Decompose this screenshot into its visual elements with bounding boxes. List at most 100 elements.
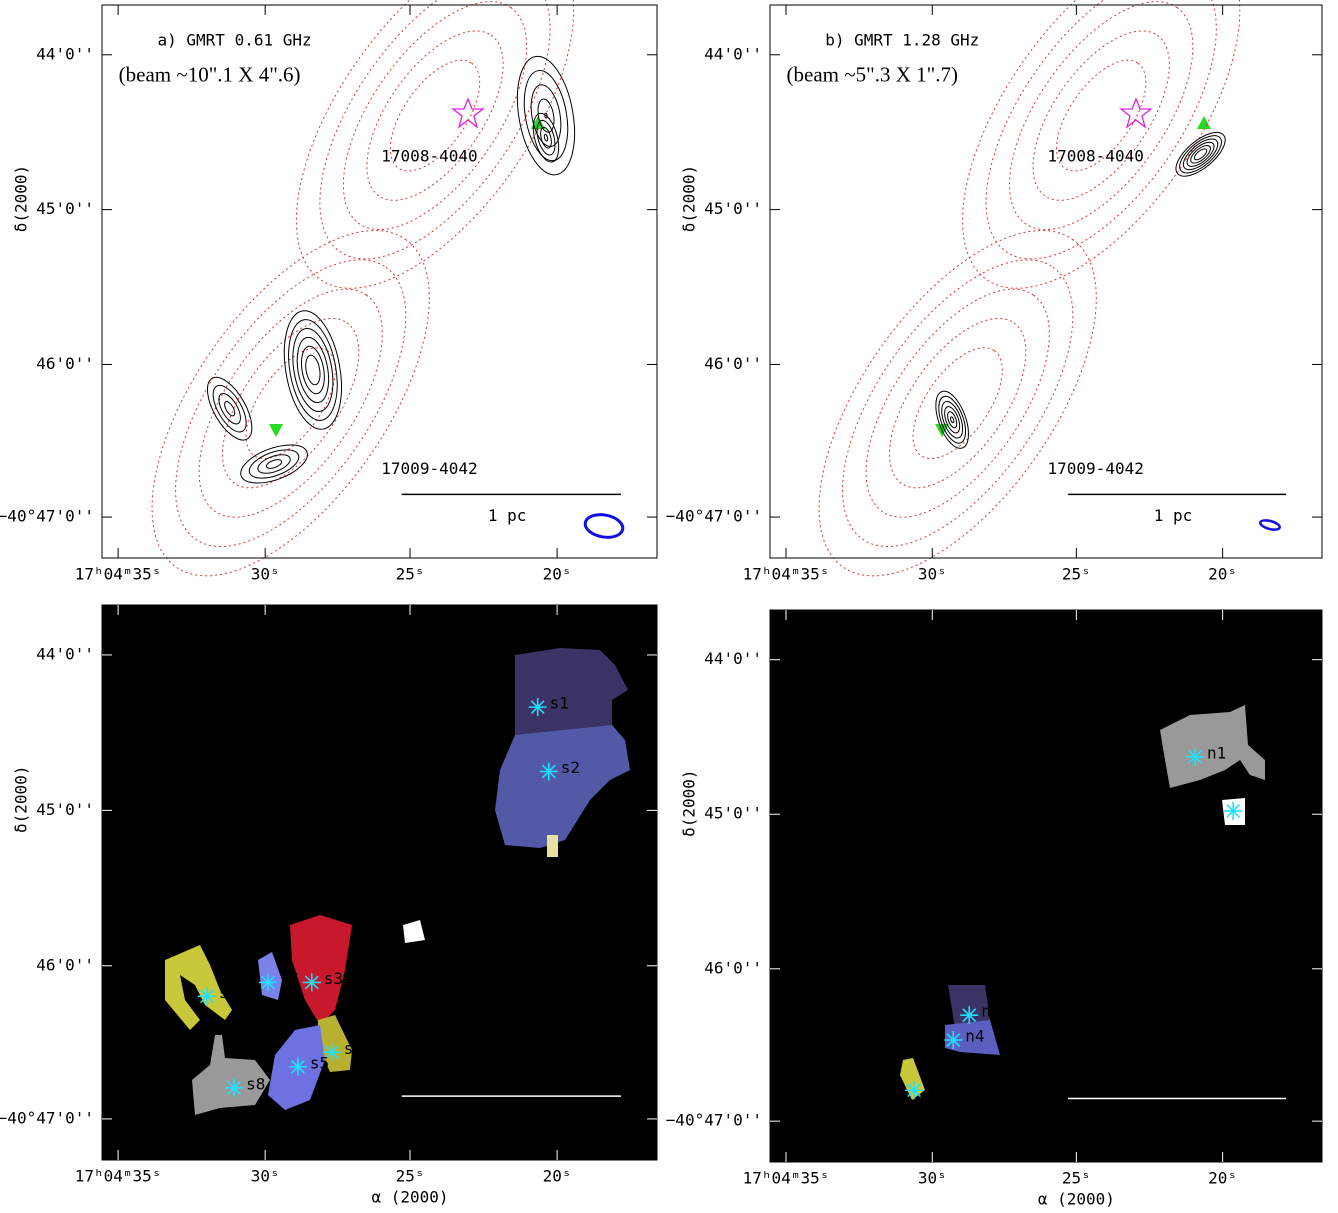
y-tick-label: 46'0''	[704, 958, 762, 977]
y-axis-label: δ(2000)	[12, 766, 31, 833]
clump-peak	[225, 1078, 244, 1097]
y-tick-label: 46'0''	[36, 354, 94, 373]
y-tick-label: 45'0''	[704, 804, 762, 823]
asterisk-stroke	[290, 1059, 305, 1074]
x-tick-label: 17ʰ04ᵐ35ˢ	[75, 1167, 162, 1186]
panel-label: c) GMRT 0.61 GHz	[158, 631, 312, 650]
radio-contour	[265, 459, 283, 469]
dust-contour	[1009, 1, 1194, 231]
asterisk-stroke	[541, 764, 556, 779]
clump-peak	[322, 1043, 341, 1062]
clump-label: s4	[344, 1039, 363, 1058]
y-tick-label: 45'0''	[36, 800, 94, 819]
source-name: 17009-4042	[381, 459, 477, 478]
y-tick-label: 46'0''	[704, 354, 762, 373]
x-tick-label: 30ˢ	[251, 565, 280, 584]
source-name: 17008-4040	[381, 147, 477, 166]
radio-contour	[544, 112, 548, 119]
radio-contour	[292, 327, 334, 412]
dust-contour	[889, 317, 1027, 489]
x-tick-label: 25ˢ	[396, 565, 425, 584]
radio-contour	[938, 395, 967, 444]
radio-contour	[1193, 148, 1208, 161]
dust-contour	[389, 59, 481, 172]
dust-contour	[962, 0, 1241, 289]
x-tick-label: 30ˢ	[918, 1169, 947, 1188]
y-tick-label: −40°47'0''	[0, 1108, 94, 1127]
beam-note: (beam ~5".3 X 1".7)	[787, 63, 958, 87]
clump-label: s2	[561, 758, 580, 777]
radio-contour	[296, 336, 330, 404]
radio-contour	[1182, 138, 1219, 171]
y-tick-label: −40°47'0''	[0, 507, 94, 526]
x-tick-label: 20ˢ	[543, 565, 572, 584]
dust-contour	[865, 288, 1050, 518]
panel-frame	[101, 604, 658, 1161]
x-axis-label: α (2000)	[371, 1188, 448, 1207]
x-tick-label: 25ˢ	[1062, 565, 1091, 584]
dust-contour	[151, 230, 430, 577]
clump-label: n2	[1245, 797, 1264, 816]
panel-frame	[769, 4, 1323, 559]
dust-contour	[842, 259, 1074, 547]
asterisk-stroke	[530, 700, 545, 715]
clump-peak	[288, 1057, 307, 1076]
dust-contour	[985, 0, 1217, 260]
clump-peak	[258, 973, 277, 992]
clump-label: s7	[219, 983, 238, 1002]
dust-contour	[342, 1, 528, 231]
radio-contour	[516, 55, 576, 176]
y-axis-label: δ(2000)	[680, 165, 699, 232]
x-tick-label: 20ˢ	[543, 1167, 572, 1186]
panel-frame	[769, 609, 1323, 1163]
radio-contour	[944, 406, 961, 434]
asterisk-stroke	[962, 1008, 977, 1023]
y-axis-label: δ(2000)	[12, 165, 31, 232]
asterisk-stroke	[1188, 749, 1202, 764]
source-name: 17008-4040	[1048, 147, 1144, 166]
radio-contour	[935, 390, 969, 449]
source-name: 17009-4042	[381, 1061, 477, 1080]
radio-contour	[248, 449, 300, 479]
source-name: 17008-4040	[381, 747, 477, 766]
x-tick-label: 30ˢ	[251, 1167, 280, 1186]
contours	[151, 0, 576, 577]
x-tick-label: 20ˢ	[1208, 1169, 1237, 1188]
x-tick-label: 17ʰ04ᵐ35ˢ	[743, 565, 830, 584]
radio-contour	[257, 454, 291, 474]
x-tick-label: 25ˢ	[1062, 1169, 1091, 1188]
x-tick-label: 17ʰ04ᵐ35ˢ	[743, 1169, 830, 1188]
radio-contour	[543, 133, 549, 142]
panel-d-background	[770, 610, 1322, 1162]
x-tick-label: 30ˢ	[918, 565, 947, 584]
y-tick-label: −40°47'0''	[666, 507, 762, 526]
clump-peak	[197, 987, 216, 1006]
scale-label: 1 pc	[488, 506, 527, 525]
clump-label: s3	[324, 969, 343, 988]
dust-contour	[912, 347, 1003, 460]
radio-contour	[1175, 131, 1226, 177]
radio-contour	[1186, 141, 1215, 167]
source-name: 17009-4042	[1048, 459, 1144, 478]
panel-label: b) GMRT 1.28 GHz	[825, 30, 979, 49]
beam-note: (beam ~10".1 X 4".6)	[119, 63, 301, 87]
panel-label: a) GMRT 0.61 GHz	[158, 30, 312, 49]
asterisk-stroke	[304, 975, 319, 990]
y-tick-label: 45'0''	[704, 199, 762, 218]
clump-label: n5	[926, 1077, 945, 1096]
clump-peak	[960, 1006, 979, 1025]
radio-contour	[212, 384, 247, 433]
clump-label: s8	[246, 1074, 265, 1093]
y-axis-label: δ(2000)	[680, 769, 699, 836]
clump-peak	[302, 973, 321, 992]
radio-contour	[305, 354, 321, 386]
clump-peak	[1224, 801, 1243, 820]
radio-contour	[530, 84, 562, 147]
clump-peak	[528, 698, 547, 717]
source-name: 17009-4042	[1048, 1063, 1144, 1082]
radio-contour	[1190, 145, 1211, 164]
radio-contour	[283, 310, 342, 430]
radio-contour	[941, 400, 964, 439]
asterisk-stroke	[324, 1045, 339, 1060]
